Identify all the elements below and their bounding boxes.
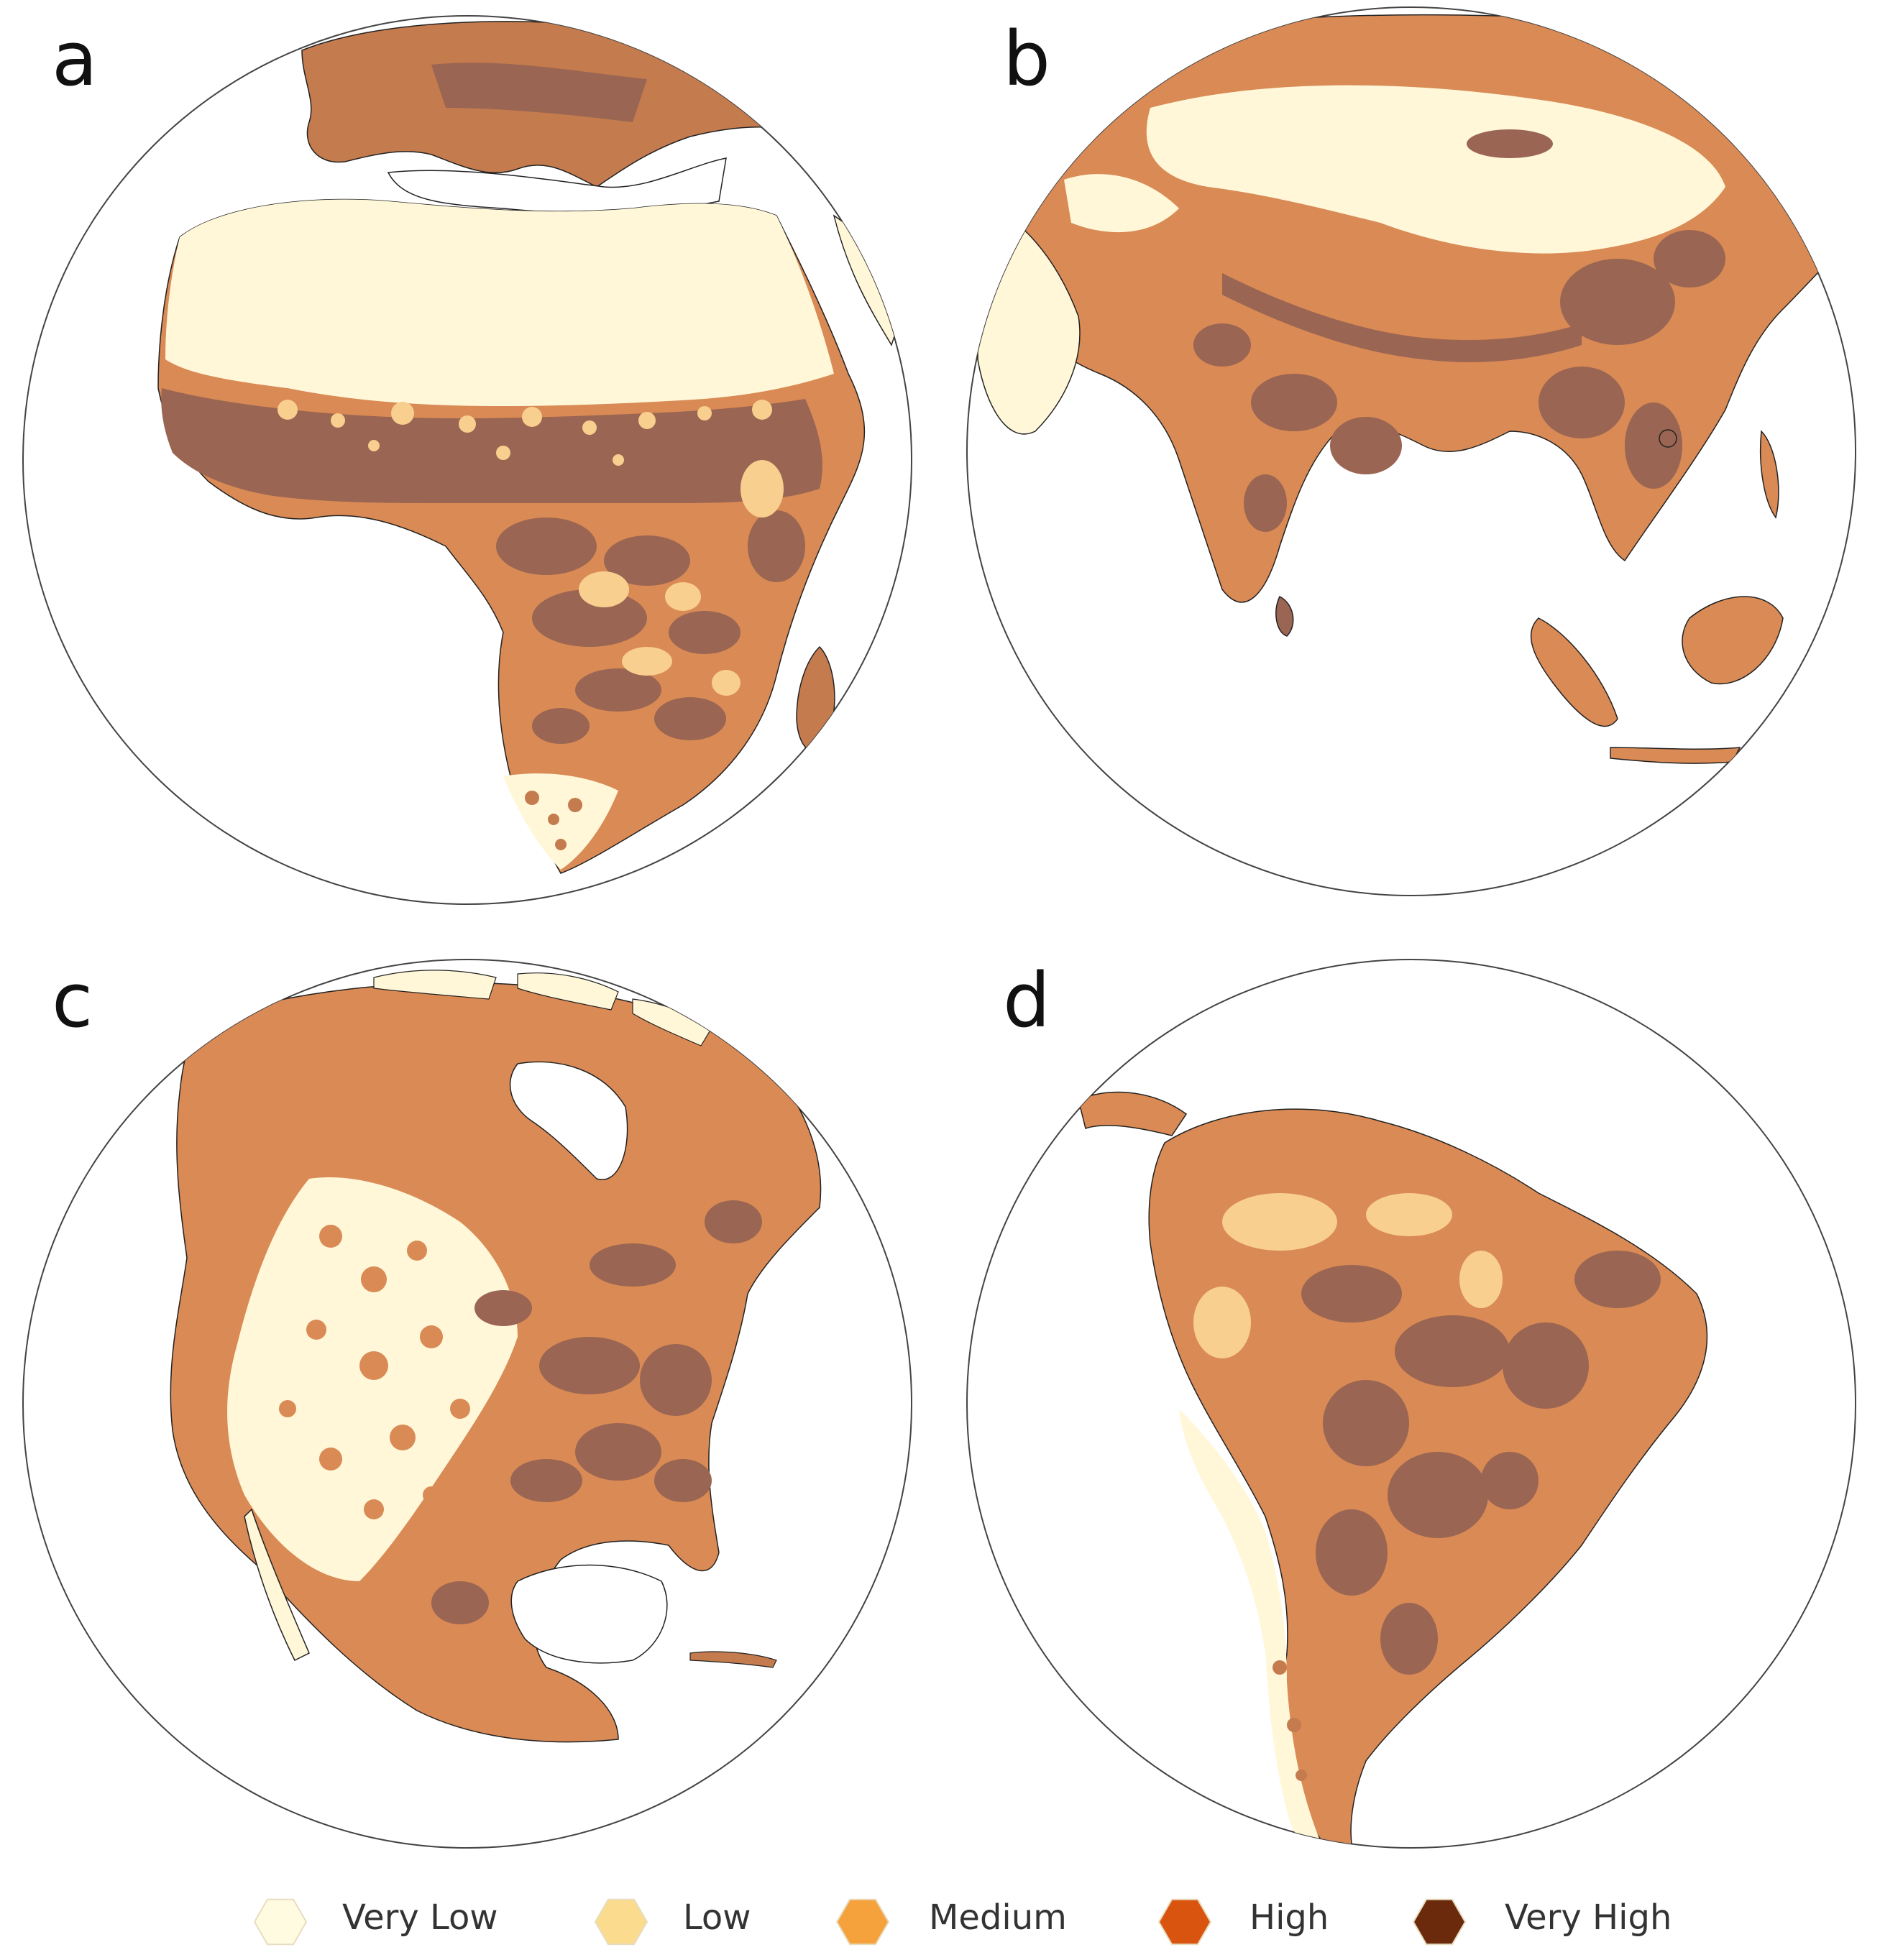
legend-swatch-very-low (253, 1898, 308, 1946)
legend-label-very-low: Very Low (342, 1897, 498, 1938)
legend-label-medium: Medium (929, 1897, 1067, 1938)
globe-asia (966, 6, 1856, 896)
panel-label-b: b (1003, 15, 1051, 103)
legend-label-low: Low (683, 1897, 751, 1938)
gulf-of-mexico (510, 1564, 668, 1664)
land-borneo (1682, 596, 1784, 685)
sahel-speckles (278, 400, 772, 466)
legend-swatch-high (1157, 1898, 1212, 1946)
legend-label-very-high: Very High (1505, 1897, 1672, 1938)
legend-swatch-very-high (1412, 1898, 1467, 1946)
legend-swatches (253, 1898, 1467, 1946)
panel-label-a: a (52, 15, 98, 103)
sahel-very-high (161, 388, 822, 503)
sa-very-high (1301, 1251, 1661, 1675)
tibet-very-low (1146, 85, 1725, 254)
globe-south-america (966, 959, 1856, 1849)
land-sumatra (1530, 617, 1618, 727)
legend-swatch-low (594, 1898, 648, 1946)
east-very-high (431, 1200, 762, 1624)
panel-label-c: c (52, 957, 93, 1044)
globe-africa (22, 15, 912, 905)
himalaya-very-high (1222, 273, 1582, 362)
globe-north-america (22, 959, 912, 1849)
hudson-bay (509, 1061, 628, 1181)
sahara-very-low (165, 199, 834, 406)
legend-swatch-medium (835, 1898, 890, 1946)
legend-label-high: High (1249, 1897, 1329, 1938)
andes-very-low (1179, 1409, 1323, 1848)
panel-label-d: d (1003, 957, 1051, 1044)
